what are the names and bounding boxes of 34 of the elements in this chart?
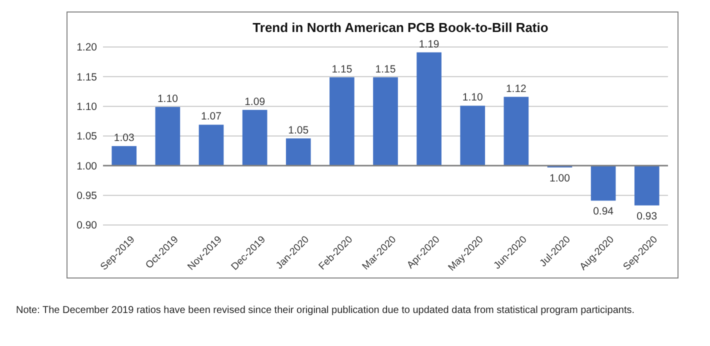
- data-label: 1.05: [288, 124, 309, 136]
- bar: [286, 138, 311, 166]
- bar: [634, 166, 660, 206]
- y-tick-label: 1.10: [76, 101, 98, 114]
- bar: [504, 96, 529, 166]
- data-label: 1.03: [114, 132, 135, 144]
- bar: [460, 106, 486, 166]
- data-label: 0.94: [593, 206, 614, 218]
- data-label: 1.09: [244, 96, 266, 108]
- data-label: 1.19: [418, 38, 440, 50]
- bar: [416, 52, 442, 166]
- y-tick-label: 0.95: [76, 190, 98, 202]
- bar: [112, 146, 137, 166]
- data-label: 0.93: [636, 210, 658, 222]
- bar: [242, 110, 268, 166]
- y-tick-label: 1.00: [76, 160, 98, 172]
- text: Note: The December 2019 ratios have been revised since their original publication due to updated data from statistical program participants.: [16, 305, 634, 316]
- bar: [330, 77, 354, 166]
- y-tick-label: 1.20: [76, 42, 98, 54]
- bar: [155, 106, 180, 166]
- data-label: 1.15: [375, 63, 396, 76]
- bar: [590, 166, 616, 201]
- y-tick-label: 1.05: [76, 130, 98, 143]
- data-label: 1.07: [201, 110, 222, 123]
- chart-title: Trend in North American PCB Book-to-Bill Ratio: [252, 20, 548, 35]
- y-tick-label: 1.15: [76, 71, 98, 84]
- bar: [198, 124, 224, 166]
- data-label: 1.15: [332, 63, 352, 76]
- data-label: 1.12: [506, 82, 527, 95]
- data-label: 1.00: [550, 172, 570, 184]
- y-tick-label: 0.90: [76, 220, 98, 232]
- data-label: 1.10: [157, 92, 178, 105]
- data-label: 1.10: [462, 92, 483, 104]
- bar: [373, 77, 398, 166]
